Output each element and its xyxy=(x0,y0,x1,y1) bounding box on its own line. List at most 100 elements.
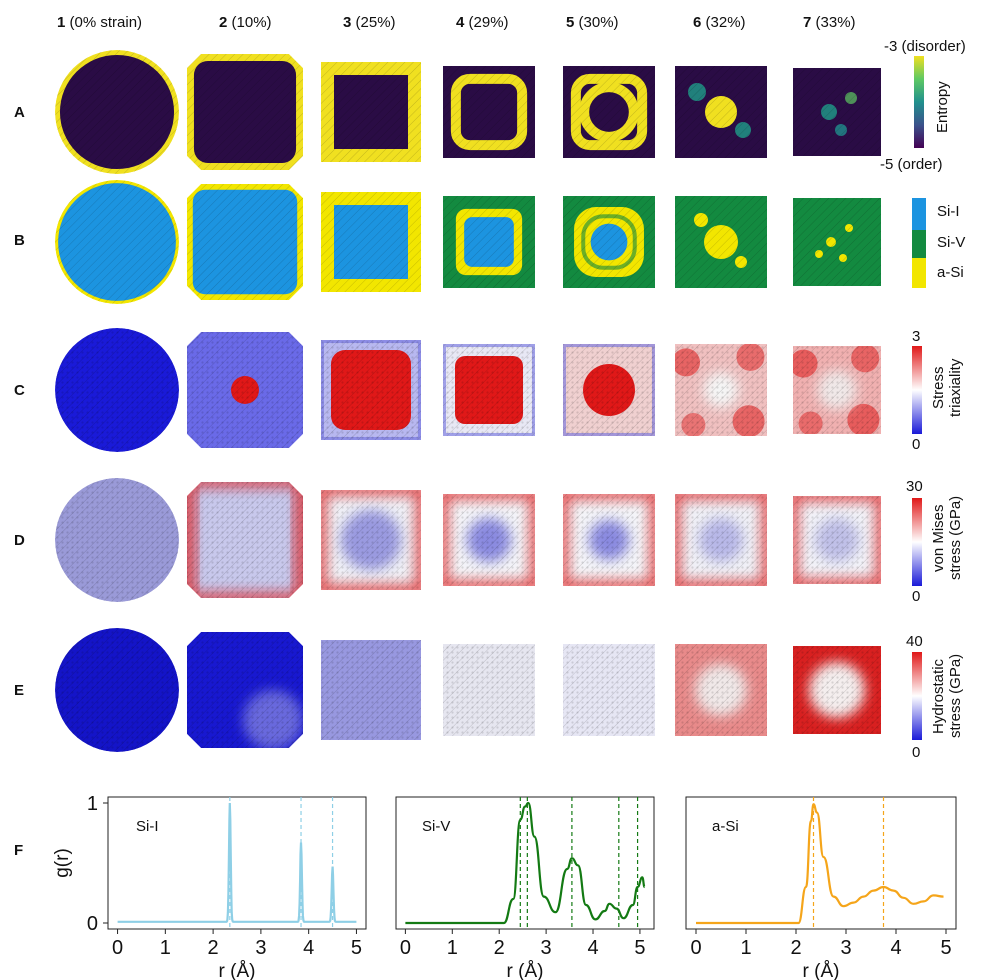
triaxiality-snapshot-6 xyxy=(675,344,767,436)
rdf-chart-si-v: Si-V 0 1 2 3 4 5 r (Å) xyxy=(395,796,655,980)
x-tick-label: 3 xyxy=(541,937,552,959)
row-label-a: A xyxy=(14,104,25,121)
von-mises-snapshot-3 xyxy=(321,490,421,590)
x-axis-label: r (Å) xyxy=(507,961,544,980)
panel-title: a-Si xyxy=(712,818,739,835)
x-tick-label: 3 xyxy=(840,937,851,959)
y-tick-label: 0 xyxy=(87,913,98,935)
entropy-snapshot-7 xyxy=(793,68,881,156)
triaxiality-snapshot-3 xyxy=(321,340,421,440)
von-mises-snapshot-7 xyxy=(793,496,881,584)
column-header-5: 5 (30%) xyxy=(566,14,619,31)
entropy-top-label: -3 (disorder) xyxy=(884,38,966,55)
hydrostatic-snapshot-5 xyxy=(563,644,655,736)
hydrostatic-colorbar xyxy=(912,652,922,740)
asi-label: a-Si xyxy=(937,264,964,281)
panel-title: Si-V xyxy=(422,818,450,835)
column-header-3: 3 (25%) xyxy=(343,14,396,31)
x-tick-label: 1 xyxy=(447,937,458,959)
hydrostatic-max: 40 xyxy=(906,633,923,650)
x-tick-label: 5 xyxy=(634,937,645,959)
entropy-snapshot-3 xyxy=(321,62,421,162)
hydrostatic-snapshot-6 xyxy=(675,644,767,736)
x-tick-label: 4 xyxy=(890,937,901,959)
column-header-1: 1 (0% strain) xyxy=(57,14,143,31)
rdf-charts: Si-I0 1 2 3 4 5r (Å)01g(r)Si-V0 1 2 3 4 5r (Å)a-Si… xyxy=(52,793,957,980)
x-tick-label: 0 xyxy=(400,937,411,959)
plot-frame xyxy=(107,796,367,930)
triaxiality-snapshot-7 xyxy=(793,346,881,434)
hydrostatic-snapshot-3 xyxy=(321,640,421,740)
von-mises-snapshot-5 xyxy=(563,494,655,586)
triaxiality-min: 0 xyxy=(912,436,921,453)
plot-frame xyxy=(395,796,655,930)
von-mises-snapshot-4 xyxy=(443,494,535,586)
triaxiality-title: Stress triaxiality xyxy=(930,358,964,418)
rdf-curve xyxy=(117,802,357,923)
phase-snapshot-3 xyxy=(321,192,421,292)
x-tick-label: 3 xyxy=(255,937,266,959)
von-mises-max: 30 xyxy=(906,478,923,495)
column-header-7: 7 (33%) xyxy=(803,14,856,31)
phase-snapshot-1 xyxy=(55,180,179,304)
triaxiality-colorbar xyxy=(912,346,922,434)
von-mises-snapshot-1 xyxy=(55,478,179,602)
x-axis-label: r (Å) xyxy=(219,961,256,980)
plot-frame xyxy=(685,796,957,930)
x-tick-label: 1 xyxy=(160,937,171,959)
x-tick-label: 5 xyxy=(351,937,362,959)
hydrostatic-snapshot-2 xyxy=(187,632,303,748)
column-header-2: 2 (10%) xyxy=(219,14,272,31)
si1-swatch xyxy=(912,198,926,230)
entropy-bottom-label: -5 (order) xyxy=(880,156,943,173)
triaxiality-snapshot-4 xyxy=(443,344,535,436)
row-label-b: B xyxy=(14,232,25,249)
entropy-snapshot-4 xyxy=(443,66,535,158)
hydrostatic-title: Hydrostatic stress (GPa) xyxy=(930,653,964,739)
entropy-snapshot-6 xyxy=(675,66,767,158)
x-axis-label: r (Å) xyxy=(803,961,840,980)
x-tick-label: 4 xyxy=(303,937,314,959)
phase-snapshot-2 xyxy=(187,184,303,300)
von-mises-colorbar xyxy=(912,498,922,586)
triaxiality-snapshot-1 xyxy=(55,328,179,452)
si5-label: Si-V xyxy=(937,234,966,251)
von-mises-min: 0 xyxy=(912,588,921,605)
row-label-f: F xyxy=(14,842,24,859)
x-tick-label: 0 xyxy=(112,937,123,959)
x-tick-label: 5 xyxy=(940,937,951,959)
x-tick-label: 1 xyxy=(740,937,751,959)
y-axis-label: g(r) xyxy=(52,848,73,878)
phase-snapshot-7 xyxy=(793,198,881,286)
rdf-chart-a-si: a-Si 0 1 2 3 4 5 r (Å) xyxy=(685,796,957,980)
column-header-4: 4 (29%) xyxy=(456,14,509,31)
hydrostatic-snapshot-1 xyxy=(55,628,179,752)
von-mises-snapshot-6 xyxy=(675,494,767,586)
y-tick-label: 1 xyxy=(87,793,98,815)
x-tick-label: 2 xyxy=(494,937,505,959)
x-tick-label: 2 xyxy=(790,937,801,959)
triaxiality-snapshot-5 xyxy=(563,344,655,436)
triaxiality-max: 3 xyxy=(912,328,921,345)
phase-snapshot-5 xyxy=(563,196,655,288)
row-label-d: D xyxy=(14,532,25,549)
column-header-6: 6 (32%) xyxy=(693,14,746,31)
von-mises-title: von Mises stress (GPa) xyxy=(930,495,964,581)
entropy-colorbar xyxy=(914,56,924,148)
hydrostatic-min: 0 xyxy=(912,744,921,761)
rdf-curve xyxy=(695,803,944,925)
row-label-c: C xyxy=(14,382,25,399)
snapshot-grid xyxy=(55,50,881,752)
si5-swatch xyxy=(912,230,926,258)
entropy-snapshot-5 xyxy=(563,66,655,158)
si1-label: Si-I xyxy=(937,203,960,220)
x-tick-label: 0 xyxy=(690,937,701,959)
hydrostatic-snapshot-7 xyxy=(793,646,881,734)
asi-swatch xyxy=(912,258,926,288)
x-tick-label: 4 xyxy=(587,937,598,959)
x-tick-label: 2 xyxy=(208,937,219,959)
entropy-title: Entropy xyxy=(934,81,951,133)
row-label-e: E xyxy=(14,682,25,699)
von-mises-snapshot-2 xyxy=(187,482,303,598)
rdf-curve xyxy=(405,801,646,925)
